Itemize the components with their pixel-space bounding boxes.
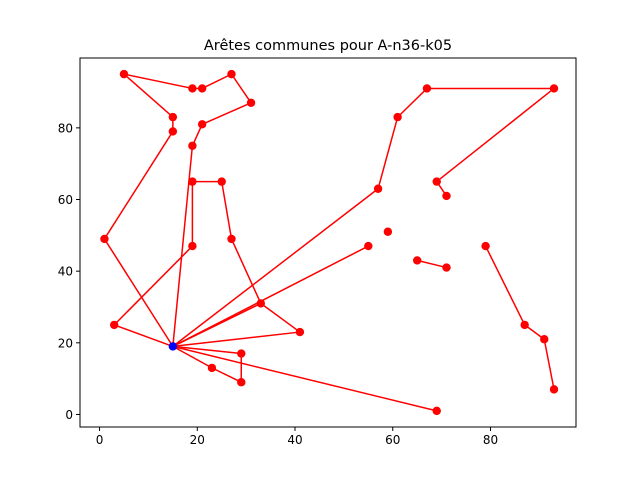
customer-node <box>383 227 393 236</box>
edge-line <box>201 102 252 125</box>
customer-node <box>168 127 178 136</box>
customer-node <box>373 184 383 193</box>
customer-node <box>188 141 197 150</box>
x-tick-label: 40 <box>287 433 302 447</box>
customer-node <box>237 378 246 387</box>
customer-node <box>217 177 226 186</box>
y-tick-label: 40 <box>58 265 73 279</box>
customer-node <box>100 234 109 244</box>
edge-line <box>172 345 242 355</box>
edge-line <box>123 73 193 90</box>
customer-node <box>422 84 432 93</box>
edge-line <box>230 73 252 104</box>
customer-node <box>364 241 373 251</box>
customer-node <box>237 349 246 358</box>
customer-node <box>197 84 207 93</box>
plot-frame <box>79 57 577 428</box>
edge-line <box>220 181 233 240</box>
chart-title: Arêtes communes pour A-n36-k05 <box>204 38 452 54</box>
edge-line <box>543 339 555 390</box>
customer-node <box>227 234 236 244</box>
edge-line <box>172 188 379 347</box>
edge-line <box>172 331 300 348</box>
customer-node <box>412 256 422 265</box>
y-tick-label: 20 <box>58 336 73 350</box>
customer-node <box>393 112 402 122</box>
y-axis: 0 20 40 60 80 <box>58 121 80 422</box>
edge-line <box>172 245 369 348</box>
y-tick-label: 80 <box>58 121 73 135</box>
x-tick-label: 80 <box>483 433 498 447</box>
customer-node <box>188 241 197 251</box>
customer-node <box>207 363 217 373</box>
edge-line <box>103 131 174 240</box>
x-tick-label: 60 <box>385 433 400 447</box>
customer-node <box>481 241 490 251</box>
depot-node <box>168 342 178 351</box>
customer-node <box>549 385 559 394</box>
edge-line <box>377 116 399 189</box>
customer-node <box>188 177 197 186</box>
edge-line <box>172 345 437 412</box>
edge-line <box>113 245 193 326</box>
edge-line <box>417 259 447 269</box>
edge-line <box>484 245 526 326</box>
x-tick-label: 0 <box>96 433 104 447</box>
edge-line <box>436 87 555 183</box>
customer-node <box>227 69 236 79</box>
edge-line <box>201 73 232 90</box>
customer-node <box>168 112 178 122</box>
customer-node <box>246 98 256 107</box>
edge-line <box>172 345 213 369</box>
customer-node <box>432 177 441 186</box>
edge-line <box>260 302 301 333</box>
customer-node <box>432 406 441 416</box>
customer-node <box>256 299 266 308</box>
customer-node <box>549 84 559 93</box>
customer-node <box>442 263 451 272</box>
y-tick-label: 60 <box>58 193 73 207</box>
edge-line <box>123 73 174 118</box>
customer-node <box>540 335 549 344</box>
edge-line <box>230 238 262 304</box>
edge-line <box>397 87 428 118</box>
edge-line <box>103 238 174 347</box>
customer-node <box>197 120 207 129</box>
edge-line <box>211 367 242 383</box>
edge-layer <box>103 73 555 412</box>
customer-node <box>442 191 451 201</box>
y-tick-label: 0 <box>65 408 73 422</box>
customer-node <box>188 84 197 93</box>
customer-node <box>110 320 119 330</box>
customer-node <box>295 327 305 337</box>
customer-node <box>520 320 529 330</box>
x-axis: 0 20 40 60 80 <box>96 427 498 447</box>
x-tick-label: 20 <box>190 433 205 447</box>
customer-node <box>119 69 129 79</box>
edge-line <box>113 324 174 348</box>
node-layer <box>100 69 559 416</box>
